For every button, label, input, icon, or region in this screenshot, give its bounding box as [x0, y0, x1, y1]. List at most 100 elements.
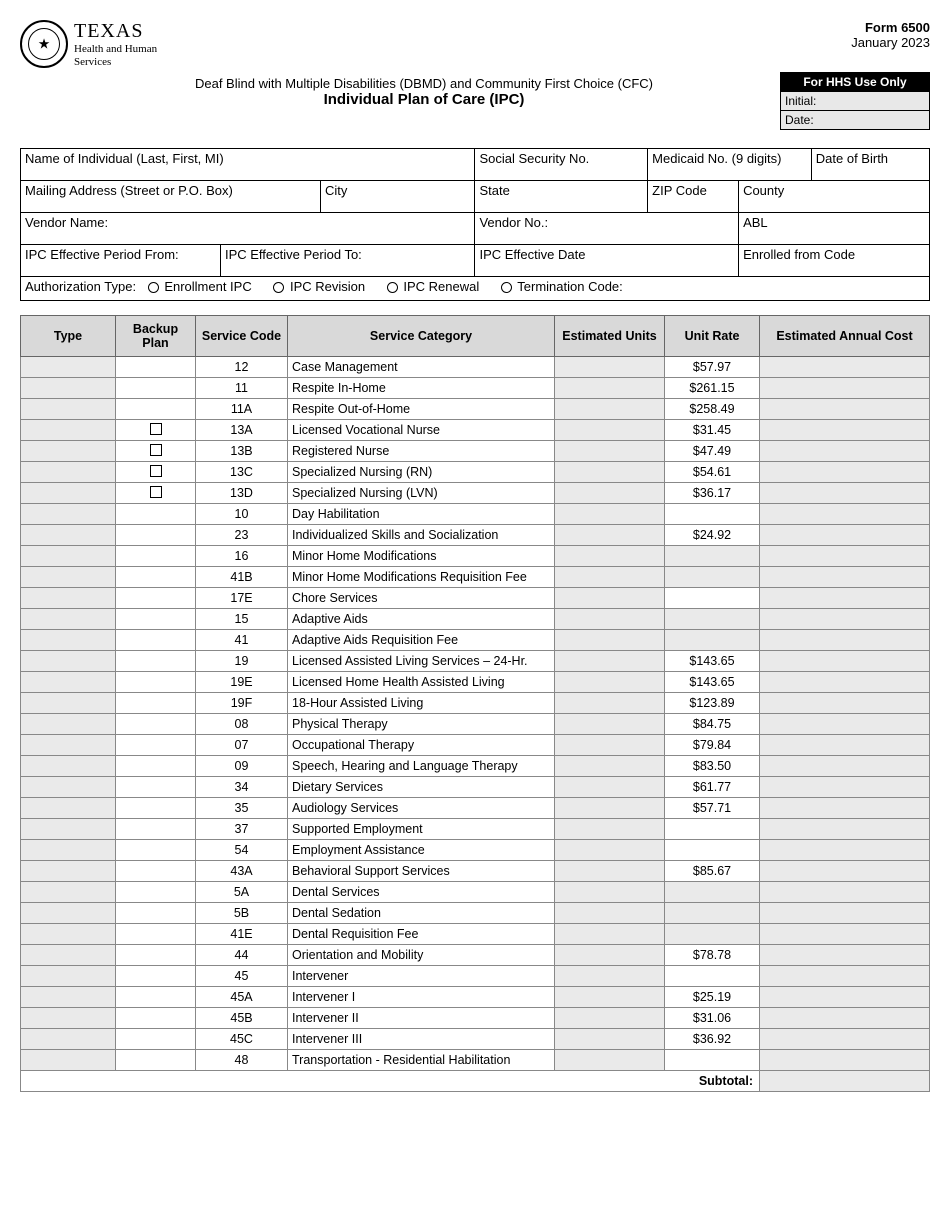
service-type-cell[interactable]: [21, 798, 116, 819]
service-units-cell[interactable]: [555, 378, 665, 399]
service-type-cell[interactable]: [21, 1008, 116, 1029]
service-units-cell[interactable]: [555, 987, 665, 1008]
service-cost-cell[interactable]: [760, 609, 930, 630]
service-type-cell[interactable]: [21, 903, 116, 924]
service-type-cell[interactable]: [21, 693, 116, 714]
service-units-cell[interactable]: [555, 630, 665, 651]
service-cost-cell[interactable]: [760, 462, 930, 483]
service-backup-cell[interactable]: [116, 462, 196, 483]
state-field[interactable]: State: [475, 181, 648, 213]
ipc-from-field[interactable]: IPC Effective Period From:: [21, 245, 221, 277]
service-type-cell[interactable]: [21, 378, 116, 399]
service-units-cell[interactable]: [555, 567, 665, 588]
service-units-cell[interactable]: [555, 504, 665, 525]
service-cost-cell[interactable]: [760, 756, 930, 777]
service-units-cell[interactable]: [555, 798, 665, 819]
service-units-cell[interactable]: [555, 420, 665, 441]
service-type-cell[interactable]: [21, 399, 116, 420]
service-type-cell[interactable]: [21, 609, 116, 630]
service-units-cell[interactable]: [555, 441, 665, 462]
service-cost-cell[interactable]: [760, 798, 930, 819]
service-units-cell[interactable]: [555, 882, 665, 903]
service-units-cell[interactable]: [555, 651, 665, 672]
service-cost-cell[interactable]: [760, 567, 930, 588]
service-units-cell[interactable]: [555, 546, 665, 567]
enrolled-field[interactable]: Enrolled from Code: [739, 245, 930, 277]
service-units-cell[interactable]: [555, 861, 665, 882]
service-units-cell[interactable]: [555, 693, 665, 714]
service-cost-cell[interactable]: [760, 777, 930, 798]
service-type-cell[interactable]: [21, 630, 116, 651]
service-units-cell[interactable]: [555, 819, 665, 840]
name-field[interactable]: Name of Individual (Last, First, MI): [21, 149, 475, 181]
service-cost-cell[interactable]: [760, 735, 930, 756]
service-type-cell[interactable]: [21, 882, 116, 903]
service-cost-cell[interactable]: [760, 966, 930, 987]
service-units-cell[interactable]: [555, 462, 665, 483]
service-units-cell[interactable]: [555, 525, 665, 546]
auth-radio-revision[interactable]: [273, 282, 284, 293]
service-cost-cell[interactable]: [760, 546, 930, 567]
service-type-cell[interactable]: [21, 357, 116, 378]
hhs-date-field[interactable]: Date:: [781, 110, 929, 129]
county-field[interactable]: County: [739, 181, 930, 213]
service-type-cell[interactable]: [21, 819, 116, 840]
service-units-cell[interactable]: [555, 777, 665, 798]
auth-radio-termination[interactable]: [501, 282, 512, 293]
service-cost-cell[interactable]: [760, 399, 930, 420]
service-cost-cell[interactable]: [760, 651, 930, 672]
service-type-cell[interactable]: [21, 483, 116, 504]
service-type-cell[interactable]: [21, 924, 116, 945]
service-type-cell[interactable]: [21, 567, 116, 588]
service-type-cell[interactable]: [21, 861, 116, 882]
abl-field[interactable]: ABL: [739, 213, 930, 245]
service-type-cell[interactable]: [21, 756, 116, 777]
service-backup-cell[interactable]: [116, 441, 196, 462]
service-units-cell[interactable]: [555, 357, 665, 378]
service-units-cell[interactable]: [555, 714, 665, 735]
service-units-cell[interactable]: [555, 924, 665, 945]
service-cost-cell[interactable]: [760, 861, 930, 882]
service-units-cell[interactable]: [555, 1008, 665, 1029]
backup-checkbox[interactable]: [150, 423, 162, 435]
backup-checkbox[interactable]: [150, 444, 162, 456]
medicaid-field[interactable]: Medicaid No. (9 digits): [648, 149, 812, 181]
vendor-name-field[interactable]: Vendor Name:: [21, 213, 475, 245]
service-type-cell[interactable]: [21, 777, 116, 798]
service-cost-cell[interactable]: [760, 714, 930, 735]
service-type-cell[interactable]: [21, 420, 116, 441]
service-units-cell[interactable]: [555, 840, 665, 861]
service-type-cell[interactable]: [21, 1050, 116, 1071]
service-type-cell[interactable]: [21, 525, 116, 546]
service-units-cell[interactable]: [555, 1050, 665, 1071]
mailing-field[interactable]: Mailing Address (Street or P.O. Box): [21, 181, 321, 213]
service-type-cell[interactable]: [21, 441, 116, 462]
service-type-cell[interactable]: [21, 546, 116, 567]
service-cost-cell[interactable]: [760, 378, 930, 399]
service-units-cell[interactable]: [555, 672, 665, 693]
service-type-cell[interactable]: [21, 735, 116, 756]
service-cost-cell[interactable]: [760, 504, 930, 525]
service-type-cell[interactable]: [21, 504, 116, 525]
service-cost-cell[interactable]: [760, 1050, 930, 1071]
service-type-cell[interactable]: [21, 672, 116, 693]
ssn-field[interactable]: Social Security No.: [475, 149, 648, 181]
service-units-cell[interactable]: [555, 903, 665, 924]
service-cost-cell[interactable]: [760, 693, 930, 714]
service-cost-cell[interactable]: [760, 483, 930, 504]
service-cost-cell[interactable]: [760, 924, 930, 945]
service-backup-cell[interactable]: [116, 420, 196, 441]
service-units-cell[interactable]: [555, 483, 665, 504]
service-units-cell[interactable]: [555, 966, 665, 987]
service-cost-cell[interactable]: [760, 1029, 930, 1050]
service-cost-cell[interactable]: [760, 357, 930, 378]
dob-field[interactable]: Date of Birth: [811, 149, 929, 181]
service-cost-cell[interactable]: [760, 840, 930, 861]
service-cost-cell[interactable]: [760, 420, 930, 441]
service-units-cell[interactable]: [555, 945, 665, 966]
service-cost-cell[interactable]: [760, 525, 930, 546]
service-units-cell[interactable]: [555, 399, 665, 420]
service-type-cell[interactable]: [21, 945, 116, 966]
service-units-cell[interactable]: [555, 756, 665, 777]
service-units-cell[interactable]: [555, 588, 665, 609]
